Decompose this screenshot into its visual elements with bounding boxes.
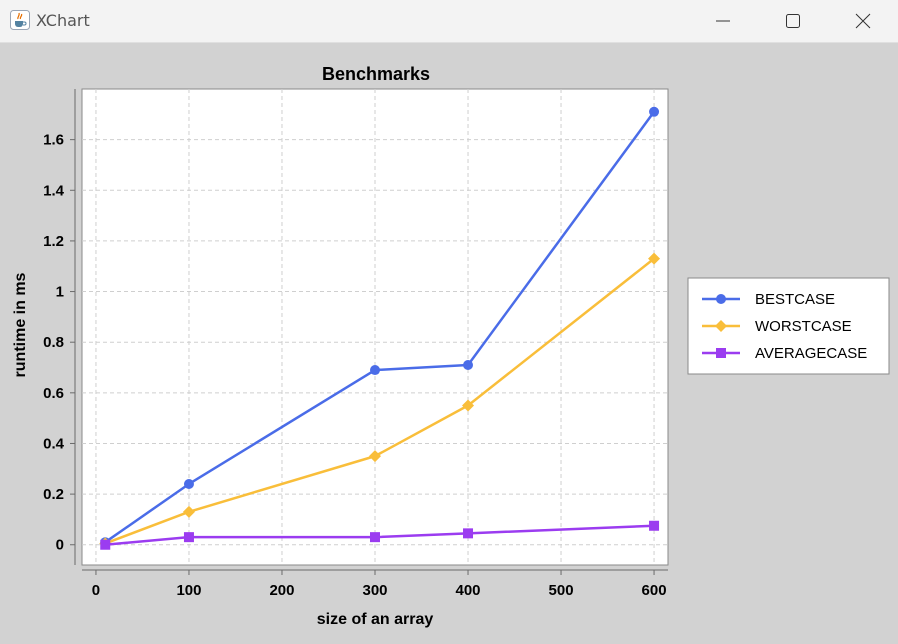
series-averagecase	[100, 520, 660, 550]
minimize-icon	[716, 20, 730, 22]
series-worstcase	[99, 252, 661, 550]
window-title: XChart	[36, 11, 90, 30]
x-tick-label: 500	[549, 582, 574, 599]
data-point-bestcase	[183, 478, 194, 489]
series-layer	[99, 106, 661, 550]
data-point-worstcase	[648, 252, 661, 265]
y-tick-label: 0	[56, 537, 64, 554]
data-point-averagecase	[649, 520, 660, 531]
legend-label-worstcase: WORSTCASE	[755, 318, 852, 335]
legend-label-averagecase: AVERAGECASE	[755, 345, 867, 362]
x-tick-label: 200	[269, 582, 294, 599]
y-axis-label: runtime in ms	[12, 272, 29, 377]
data-point-averagecase	[183, 532, 194, 543]
data-point-worstcase	[369, 450, 381, 463]
y-tick-label: 1.4	[43, 182, 65, 199]
legend-marker-bestcase	[716, 294, 726, 304]
y-tick-label: 0.6	[43, 385, 64, 402]
y-tick-label: 1.2	[43, 233, 64, 250]
legend-marker-worstcase	[715, 320, 727, 332]
data-point-bestcase	[370, 365, 380, 376]
y-tick-label: 0.8	[43, 334, 64, 351]
maximize-icon	[786, 14, 800, 28]
y-tick-label: 0.2	[43, 486, 64, 503]
data-point-worstcase	[462, 399, 475, 412]
y-tick-label: 1	[56, 284, 64, 301]
data-point-averagecase	[370, 532, 380, 543]
x-tick-label: 300	[362, 582, 387, 599]
data-point-bestcase	[463, 359, 474, 370]
x-tick-label: 0	[92, 582, 100, 599]
x-axis-label: size of an array	[317, 611, 434, 628]
x-ticks: 0 100 200 300 400 500 600	[92, 570, 667, 599]
data-point-worstcase	[182, 505, 195, 518]
data-point-averagecase	[463, 528, 474, 539]
legend-marker-averagecase	[716, 348, 726, 358]
legend-label-bestcase: BESTCASE	[755, 291, 835, 308]
data-point-averagecase	[100, 539, 111, 550]
maximize-button[interactable]	[758, 0, 828, 42]
title-bar[interactable]: XChart	[0, 0, 898, 43]
close-icon	[855, 13, 871, 29]
legend: BESTCASE WORSTCASE AVERAGECASE	[687, 277, 890, 375]
minimize-button[interactable]	[688, 0, 758, 42]
y-ticks: 0 0.2 0.4 0.6 0.8 1 1.2 1.4 1.6	[43, 132, 75, 554]
y-tick-label: 0.4	[43, 435, 65, 452]
chart-title: Benchmarks	[322, 64, 430, 84]
data-point-bestcase	[649, 106, 660, 117]
chart-panel: Benchmarks 0 0.2 0.4 0.6 0.8 1 1.2 1.4 1.6 0 100 2…	[0, 43, 898, 639]
java-cup-icon	[10, 10, 30, 30]
close-button[interactable]	[828, 0, 898, 42]
x-tick-label: 600	[642, 582, 667, 599]
x-tick-label: 400	[456, 582, 481, 599]
grid-lines	[82, 89, 668, 565]
x-tick-label: 100	[176, 582, 201, 599]
y-tick-label: 1.6	[43, 132, 64, 149]
benchmark-chart: Benchmarks 0 0.2 0.4 0.6 0.8 1 1.2 1.4 1.6 0 100 2…	[12, 64, 890, 628]
